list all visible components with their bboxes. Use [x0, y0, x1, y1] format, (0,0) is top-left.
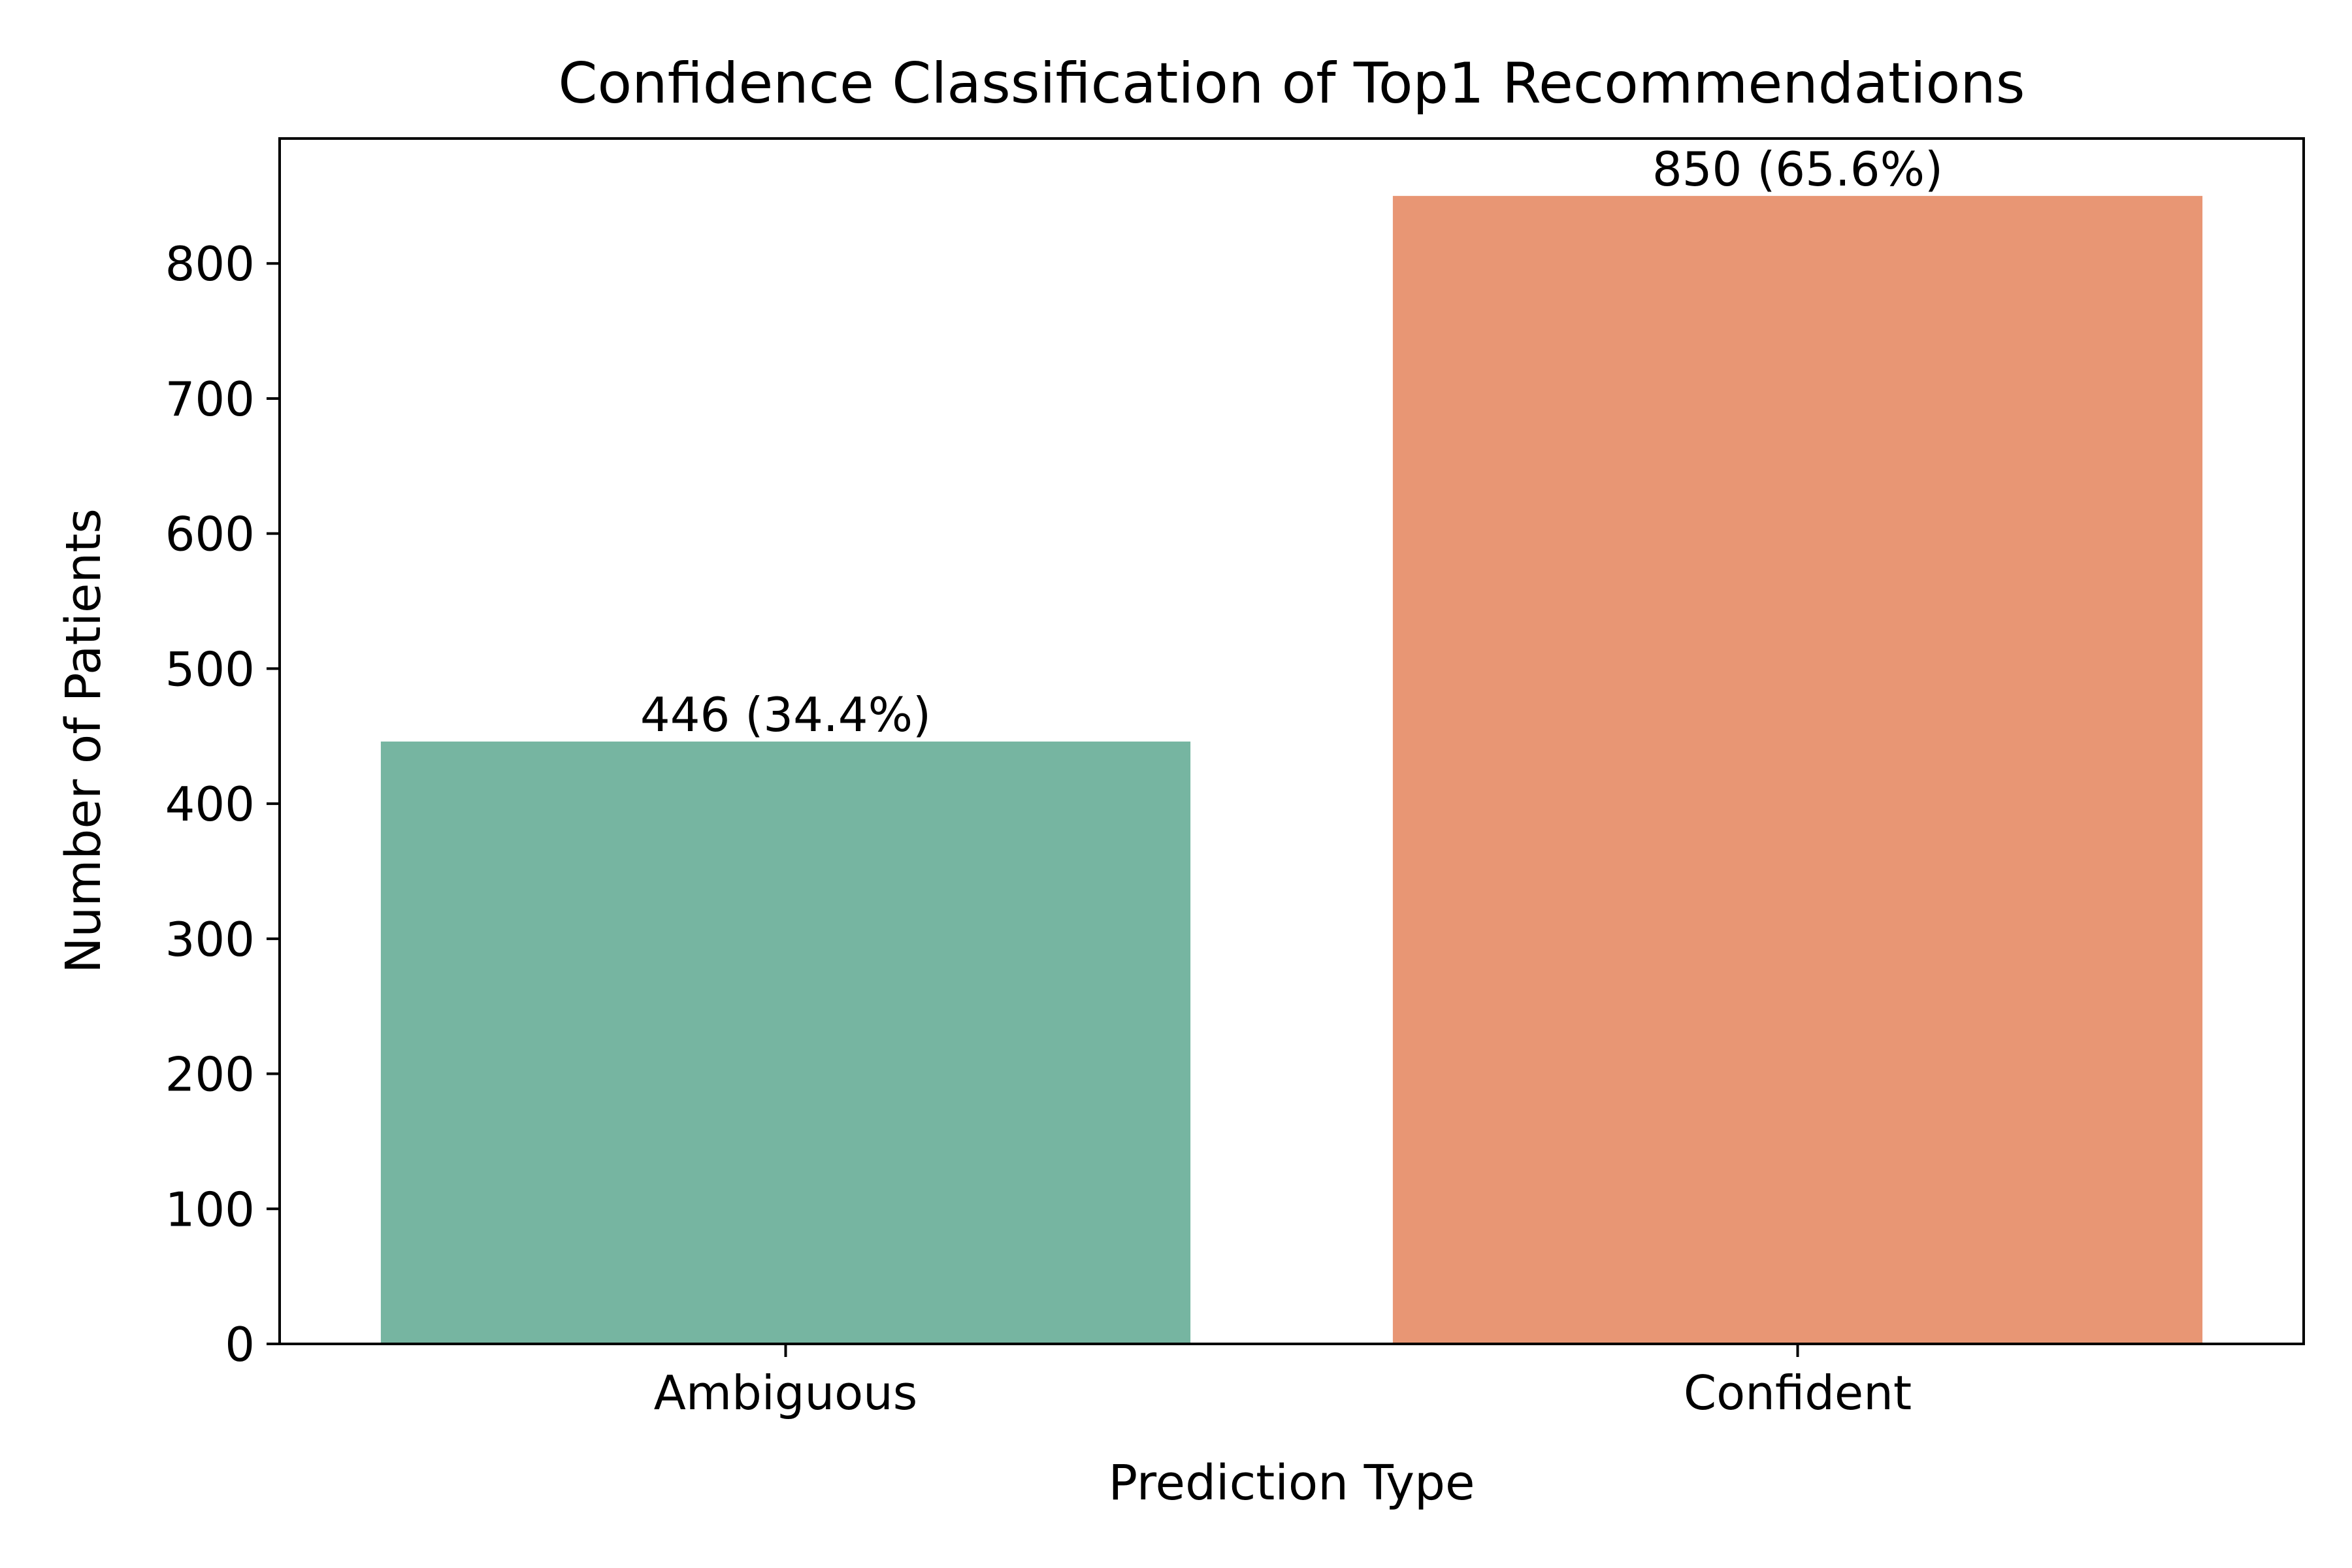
x-axis-label: Prediction Type: [1108, 1455, 1475, 1511]
data-label-ambiguous: 446 (34.4%): [640, 687, 931, 742]
y-tick-label-300: 300: [165, 912, 255, 967]
data-label-confident: 850 (65.6%): [1652, 142, 1943, 197]
y-tick-label-0: 0: [225, 1317, 255, 1372]
y-tick-label-500: 500: [165, 642, 255, 696]
y-axis-label: Number of Patients: [56, 508, 112, 973]
y-tick-label-600: 600: [165, 507, 255, 562]
x-axis: Ambiguous Confident: [654, 1344, 1912, 1420]
x-tick-label-ambiguous: Ambiguous: [654, 1365, 918, 1420]
data-labels-group: 446 (34.4%) 850 (65.6%): [640, 142, 1943, 742]
y-tick-label-700: 700: [165, 372, 255, 427]
y-tick-label-800: 800: [165, 237, 255, 291]
bars-group: [380, 195, 2203, 1344]
y-tick-label-100: 100: [165, 1182, 255, 1237]
y-tick-label-200: 200: [165, 1047, 255, 1102]
y-tick-label-400: 400: [165, 777, 255, 832]
bar-confident: [1392, 195, 2203, 1344]
x-tick-label-confident: Confident: [1684, 1365, 1912, 1420]
plot-frame: [278, 137, 2305, 1345]
chart-title: Confidence Classification of Top1 Recomm…: [558, 51, 2025, 116]
bar-ambiguous: [380, 742, 1191, 1344]
y-axis: 0 100 200 300 400 500 600 700 800: [165, 237, 280, 1372]
